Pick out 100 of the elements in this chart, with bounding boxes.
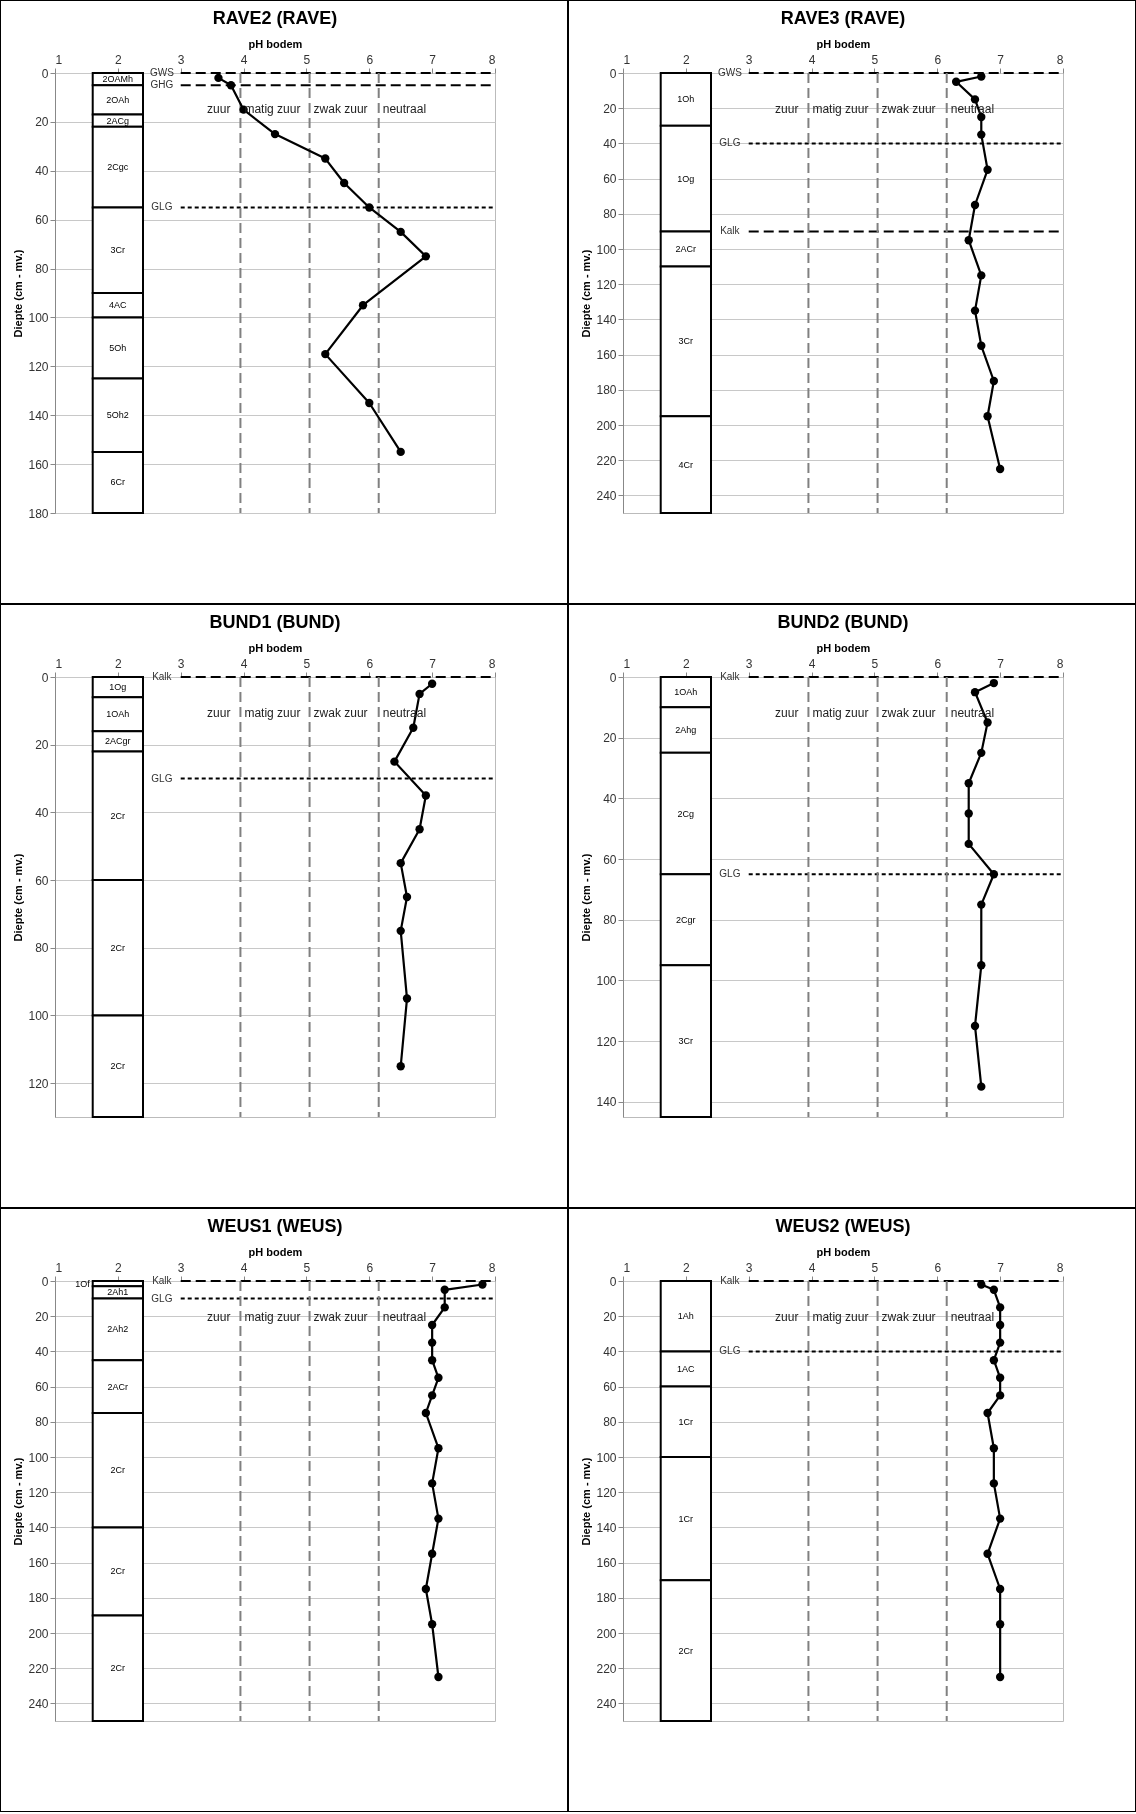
x-tick-label: 5 xyxy=(303,1260,311,1275)
y-tick-label: 180 xyxy=(596,1591,617,1606)
ref-line-label: Kalk xyxy=(720,1275,741,1286)
y-tick-label: 100 xyxy=(28,310,49,325)
point xyxy=(427,1320,437,1330)
y-tick-label: 180 xyxy=(28,1591,49,1606)
y-axis-title: Diepte (cm - mv.) xyxy=(12,249,25,338)
band-label: 2Cr xyxy=(678,1645,694,1656)
point xyxy=(440,1303,449,1312)
point xyxy=(402,994,412,1003)
point xyxy=(995,1584,1005,1594)
chart-title: WEUS2 (WEUS) xyxy=(775,1216,911,1236)
x-tick-label: 1 xyxy=(55,656,63,671)
x-tick-label: 1 xyxy=(55,1260,63,1275)
point xyxy=(440,1285,449,1294)
annotation: neutraal xyxy=(950,1310,995,1324)
y-tick-label: 140 xyxy=(596,1520,617,1535)
x-tick-label: 5 xyxy=(871,52,879,67)
point xyxy=(270,129,280,139)
band-label: 2Cg xyxy=(677,808,695,819)
y-tick-label: 0 xyxy=(609,66,617,81)
band-label: 1OAh xyxy=(106,709,130,720)
ref-line-label: GHG xyxy=(150,79,174,91)
x-axis-title: pH bodem xyxy=(248,641,303,654)
point xyxy=(989,1444,999,1453)
x-tick-label: 1 xyxy=(623,52,631,67)
x-tick-label: 6 xyxy=(366,52,374,67)
point xyxy=(214,73,223,83)
x-tick-label: 6 xyxy=(934,1260,942,1275)
annotation: zuur xyxy=(207,706,231,720)
annotation: zuur xyxy=(207,102,231,116)
point xyxy=(989,1479,999,1488)
band-label: 2Ah2 xyxy=(107,1324,129,1335)
y-tick-label: 60 xyxy=(35,1380,49,1395)
point xyxy=(434,1444,443,1453)
ref-line-label: GLG xyxy=(151,1292,173,1304)
y-tick-label: 0 xyxy=(41,670,49,685)
point xyxy=(321,349,330,359)
point xyxy=(427,1479,437,1488)
band-label: 1Ah xyxy=(677,1311,694,1322)
point xyxy=(339,178,349,188)
y-tick-label: 100 xyxy=(28,1008,49,1023)
y-tick-label: 160 xyxy=(28,457,49,472)
band-label: 2Cr xyxy=(110,1663,126,1674)
x-axis-title: pH bodem xyxy=(816,641,871,654)
band-label: 1Cr xyxy=(678,1416,694,1427)
y-tick-label: 220 xyxy=(28,1661,49,1676)
y-tick-label: 160 xyxy=(596,1556,617,1571)
band-label: 2ACr xyxy=(675,244,697,254)
x-tick-label: 4 xyxy=(240,52,248,67)
y-tick-label: 120 xyxy=(28,1485,49,1500)
y-tick-label: 120 xyxy=(28,359,49,374)
point xyxy=(427,1391,437,1400)
point xyxy=(434,1514,443,1523)
x-tick-label: 7 xyxy=(429,52,437,67)
y-tick-label: 80 xyxy=(35,941,49,956)
y-tick-label: 180 xyxy=(28,506,49,521)
y-axis-title: Diepte (cm - mv.) xyxy=(12,1457,25,1546)
y-tick-label: 200 xyxy=(28,1626,49,1641)
x-axis-title: pH bodem xyxy=(248,1245,303,1258)
y-tick-label: 120 xyxy=(596,277,617,292)
annotation: zuur xyxy=(207,1310,231,1324)
x-tick-label: 3 xyxy=(177,1260,185,1275)
point xyxy=(977,341,986,350)
y-tick-label: 60 xyxy=(35,873,49,888)
point xyxy=(427,1356,437,1365)
point xyxy=(977,72,986,81)
annotation: zuur xyxy=(775,102,799,116)
y-tick-label: 40 xyxy=(603,791,617,806)
x-tick-label: 8 xyxy=(1056,656,1064,671)
annotation: matig zuur xyxy=(812,706,869,720)
point xyxy=(434,1672,443,1682)
annotation: zwak zuur xyxy=(881,706,936,720)
y-tick-label: 60 xyxy=(603,852,617,867)
ref-line-label: GLG xyxy=(719,1345,741,1357)
band-label: 2Ah1 xyxy=(107,1287,129,1298)
band-label: 2Cr xyxy=(110,942,126,953)
y-tick-label: 240 xyxy=(596,1696,617,1711)
point xyxy=(995,1303,1005,1312)
x-tick-label: 6 xyxy=(366,656,374,671)
y-tick-label: 100 xyxy=(596,973,617,988)
point xyxy=(995,1391,1005,1400)
y-tick-label: 20 xyxy=(35,1309,49,1324)
y-tick-label: 0 xyxy=(41,1274,49,1289)
annotation: zuur xyxy=(775,706,799,720)
chart-title: RAVE2 (RAVE) xyxy=(212,8,338,28)
y-tick-label: 80 xyxy=(603,1415,617,1430)
ref-line-label: GLG xyxy=(719,868,741,880)
y-tick-label: 80 xyxy=(603,207,617,222)
x-tick-label: 1 xyxy=(55,52,63,67)
chart-title: RAVE3 (RAVE) xyxy=(780,8,906,28)
y-tick-label: 20 xyxy=(603,101,617,116)
y-tick-label: 140 xyxy=(28,408,49,423)
point xyxy=(427,1338,437,1347)
band-label: 2ACg xyxy=(106,115,130,126)
point xyxy=(427,679,437,688)
point xyxy=(977,130,986,139)
x-axis-title: pH bodem xyxy=(816,37,871,50)
y-tick-label: 120 xyxy=(596,1485,617,1500)
point xyxy=(983,1408,992,1418)
